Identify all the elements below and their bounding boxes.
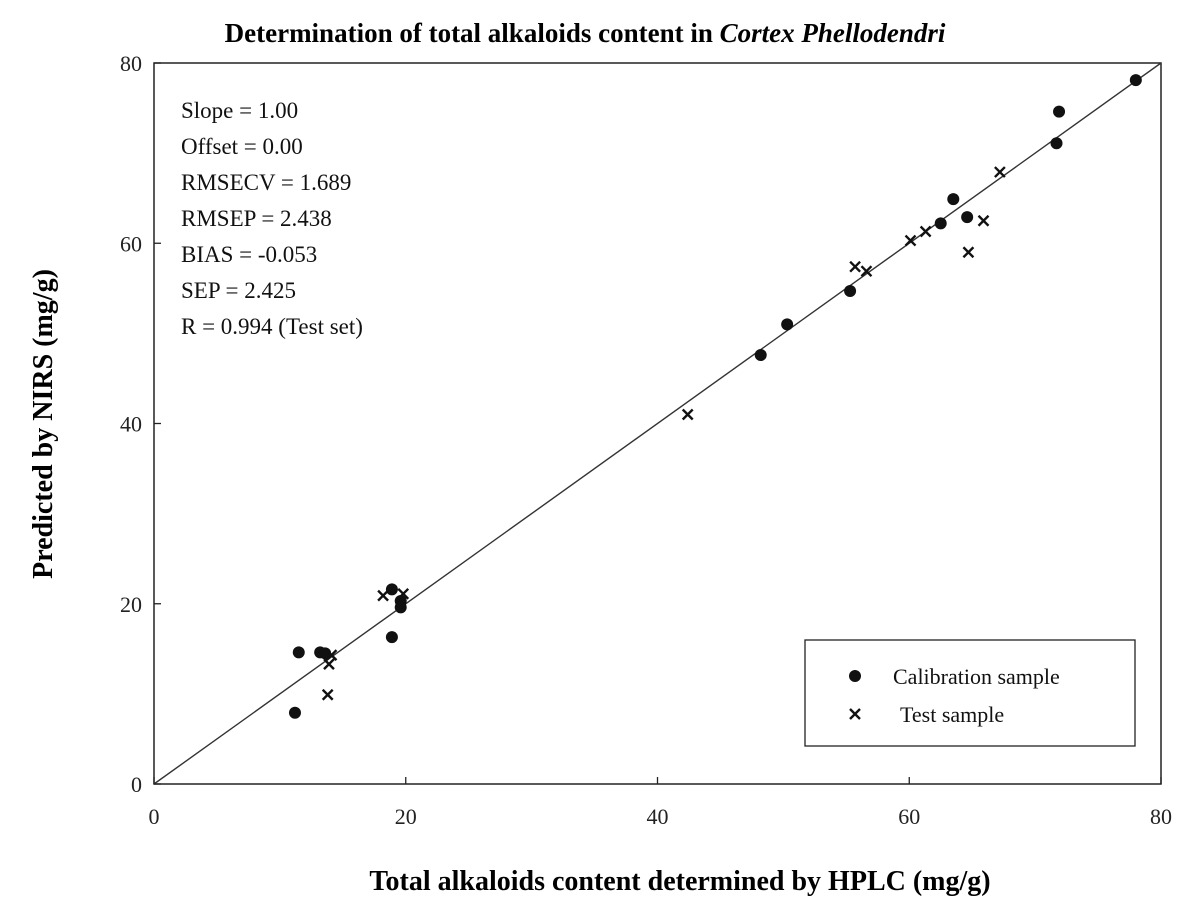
stat-line: Offset = 0.00 — [181, 134, 303, 159]
test-point — [681, 408, 694, 421]
legend-circle-marker — [849, 670, 861, 682]
calibration-point — [1053, 105, 1066, 118]
test-point — [397, 587, 410, 600]
data-points — [288, 74, 1142, 719]
y-axis-label: Predicted by NIRS (mg/g) — [28, 269, 59, 579]
test-point — [323, 658, 335, 670]
x-tick-label: 20 — [395, 804, 417, 829]
reference-line-y-equals-x — [153, 62, 1162, 785]
test-point — [849, 260, 861, 273]
legend-cross-marker — [849, 708, 861, 720]
test-point — [977, 214, 990, 227]
test-point — [904, 234, 917, 247]
calibration-point — [961, 211, 974, 224]
calibration-point — [1050, 137, 1063, 150]
x-axis-ticks: 0 20 40 60 80 — [149, 777, 1172, 829]
calibration-point — [1129, 74, 1142, 87]
calibration-point — [934, 217, 947, 230]
legend-test-label: Test sample — [900, 702, 1004, 727]
calibration-point — [385, 583, 398, 596]
chart-title: Determination of total alkaloids content… — [225, 18, 946, 48]
stat-line: Slope = 1.00 — [181, 98, 298, 123]
test-point — [377, 589, 389, 602]
test-point — [321, 688, 334, 701]
stat-line: RMSECV = 1.689 — [181, 170, 351, 195]
calibration-point — [394, 601, 407, 614]
calibration-point — [385, 631, 398, 644]
y-tick-label: 20 — [120, 592, 142, 617]
statistics-block: Slope = 1.00 Offset = 0.00 RMSECV = 1.689 R… — [181, 98, 363, 339]
calibration-point — [781, 318, 794, 331]
test-point — [860, 265, 873, 278]
y-tick-label: 0 — [131, 772, 142, 797]
stat-line: R = 0.994 (Test set) — [181, 314, 363, 339]
calibration-point — [844, 285, 857, 298]
y-tick-label: 40 — [120, 412, 142, 437]
test-point — [919, 225, 932, 238]
test-point — [962, 246, 975, 259]
test-point — [994, 166, 1006, 178]
calibration-point — [947, 193, 960, 206]
y-axis-ticks: 0 20 40 60 80 — [120, 51, 161, 797]
x-tick-label: 80 — [1150, 804, 1172, 829]
legend-calibration-label: Calibration sample — [893, 664, 1060, 689]
stat-line: BIAS = -0.053 — [181, 242, 317, 267]
y-tick-label: 80 — [120, 51, 142, 76]
legend: Calibration sample Test sample — [804, 639, 1136, 747]
stat-line: SEP = 2.425 — [181, 278, 296, 303]
y-tick-label: 60 — [120, 231, 142, 256]
calibration-point — [754, 349, 767, 362]
x-tick-label: 0 — [149, 804, 160, 829]
x-tick-label: 60 — [898, 804, 920, 829]
x-tick-label: 40 — [647, 804, 669, 829]
x-axis-label: Total alkaloids content determined by HP… — [369, 866, 990, 897]
stat-line: RMSEP = 2.438 — [181, 206, 332, 231]
calibration-point — [288, 706, 301, 719]
test-point — [325, 649, 338, 661]
calibration-point — [292, 646, 305, 659]
legend-box — [804, 639, 1136, 747]
